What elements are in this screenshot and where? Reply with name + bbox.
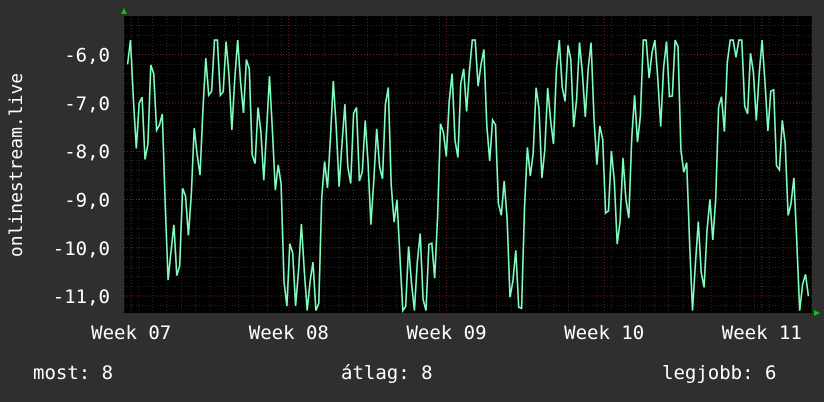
y-axis-label: onlinestream.live [6,73,27,257]
y-tick-label: -11,0 [53,286,110,308]
y-tick-label: -9,0 [64,190,110,212]
x-axis-arrow-icon [814,310,820,316]
y-tick-label: -6,0 [64,45,110,67]
y-axis-arrow-icon [121,8,127,14]
x-tick-label: Week 07 [91,322,171,344]
y-tick-label: -10,0 [53,238,110,260]
stat-now: most: 8 [33,362,114,384]
stat-average: átlag: 8 [341,362,433,384]
y-tick-label: -8,0 [64,141,110,163]
x-tick-label: Week 09 [406,322,486,344]
x-tick-label: Week 11 [722,322,802,344]
x-tick-label: Week 10 [564,322,644,344]
series-line [126,39,810,314]
grid [123,16,813,313]
stat-best: legjobb: 6 [662,362,777,384]
y-tick-label: -7,0 [64,93,110,115]
x-tick-label: Week 08 [249,322,329,344]
x-axis: Week 07 Week 08 Week 09 Week 10 Week 11 [91,322,802,344]
y-axis: -6,0 -7,0 -8,0 -9,0 -10,0 -11,0 [53,45,110,308]
